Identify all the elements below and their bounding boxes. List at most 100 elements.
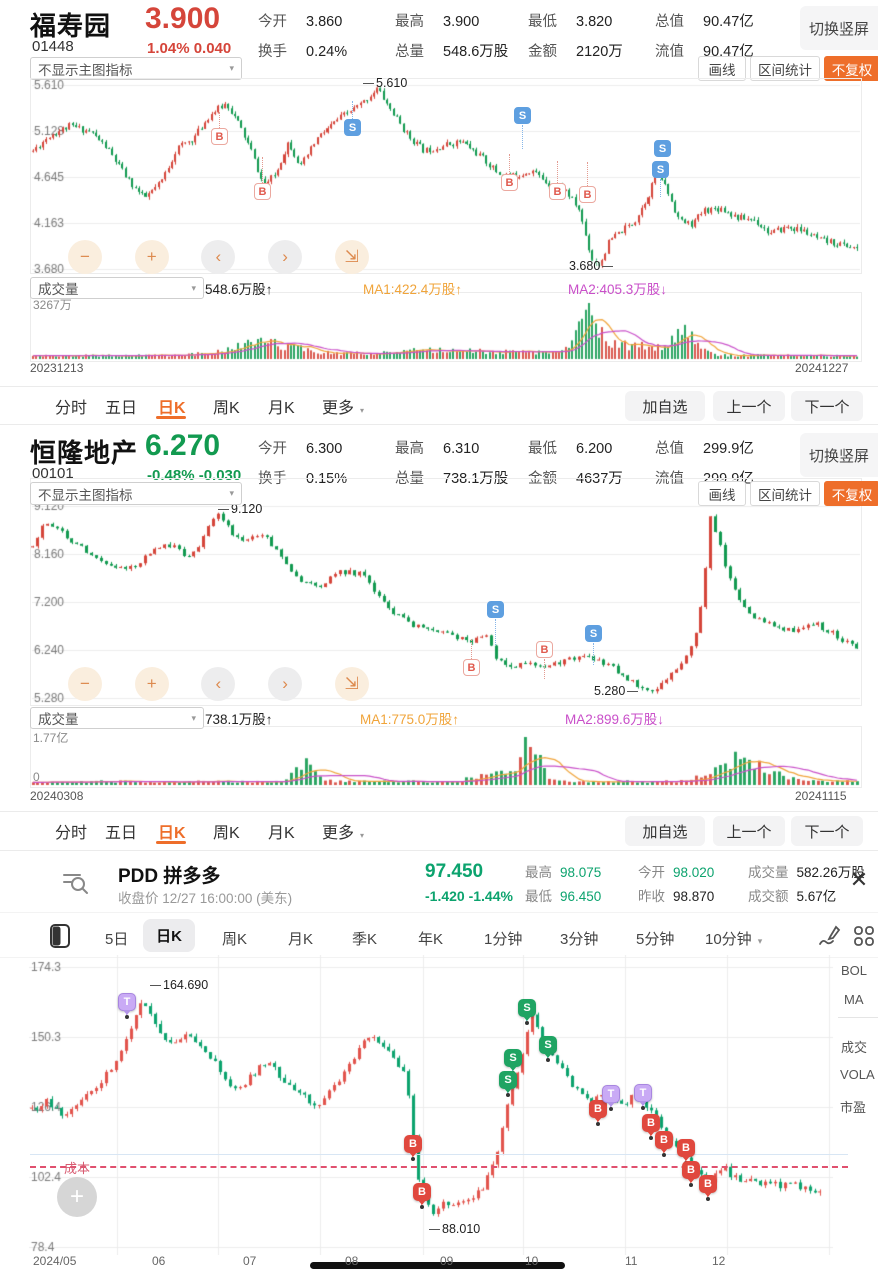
tab-3min[interactable]: 3分钟 [560, 931, 599, 948]
chevron-down-icon: ▾ [360, 831, 365, 840]
indicator-vola-label[interactable]: VOLA [840, 1067, 875, 1082]
zoom-out-button[interactable]: − [68, 240, 102, 274]
marker-anchor-dot [649, 1136, 653, 1140]
stat-open: 今开 3.860 [258, 14, 343, 30]
volume-indicator-dropdown[interactable]: 成交量 ▾ [30, 707, 204, 729]
zoom-out-button[interactable]: − [68, 667, 102, 701]
cost-label: 成本 [64, 1161, 91, 1176]
tab-monthly-k[interactable]: 月K [268, 825, 295, 842]
marker-pointer [647, 1131, 655, 1140]
buy-marker-badge: B [404, 1135, 422, 1153]
volume-indicator-dropdown[interactable]: 成交量 ▾ [30, 277, 204, 299]
chevron-down-icon: ▾ [757, 936, 763, 946]
sell-marker-badge: S [487, 601, 504, 618]
buy-marker-badge: B [699, 1175, 717, 1193]
indicator-dropdown[interactable]: 不显示主图指标 ▾ [30, 57, 242, 80]
tab-monthly-k[interactable]: 月K [288, 931, 314, 948]
indicator-pe-label[interactable]: 市盈 [840, 1100, 867, 1115]
indicator-boll-label[interactable]: BOL [841, 963, 868, 978]
indicator-ma-label[interactable]: MA [844, 992, 864, 1007]
pan-right-button[interactable]: › [268, 667, 303, 701]
prev-stock-button[interactable]: 上一个 [713, 816, 785, 846]
add-button[interactable]: + [57, 1177, 97, 1217]
next-stock-button[interactable]: 下一个 [791, 816, 863, 846]
stock2-name: 恒隆地产 [30, 438, 139, 468]
rotate-screen-button[interactable]: 切换竖屏 [800, 433, 878, 477]
close-icon[interactable]: ✕ [849, 867, 869, 892]
sell-marker-badge: S [514, 107, 531, 124]
stat-volume: 总量 548.6万股 [395, 44, 509, 60]
divider [0, 424, 878, 425]
range-stats-button[interactable]: 区间统计 [750, 56, 820, 81]
draw-pencil-icon[interactable] [816, 923, 842, 949]
buy-marker-badge: B [655, 1131, 673, 1149]
search-list-icon[interactable] [60, 866, 90, 896]
tab-5day[interactable]: 5日 [105, 931, 129, 948]
volume-chart-hld[interactable] [30, 726, 862, 788]
tab-5day[interactable]: 五日 [105, 400, 138, 417]
stat-low: 最低 96.450 [525, 889, 602, 904]
tab-5day[interactable]: 五日 [105, 825, 138, 842]
zoom-in-button[interactable]: + [134, 240, 169, 274]
tab-daily-k[interactable]: 日K [143, 919, 195, 952]
indicator-dropdown[interactable]: 不显示主图指标 ▾ [30, 482, 242, 505]
candlestick-chart-fsy[interactable] [30, 78, 862, 274]
tab-monthly-k[interactable]: 月K [268, 400, 295, 417]
divider [0, 386, 878, 387]
marker-pointer [682, 1156, 690, 1165]
volume-ma1: MA1:775.0万股↑ [360, 712, 460, 727]
indicator-volume-label[interactable]: 成交 [841, 1040, 868, 1055]
candlestick-chart-hld[interactable] [30, 478, 862, 706]
collapse-button[interactable]: ⇲ [334, 240, 369, 274]
tab-yearly-k[interactable]: 年K [418, 931, 444, 948]
marker-connector [495, 619, 496, 645]
next-stock-button[interactable]: 下一个 [791, 391, 863, 421]
pan-right-button[interactable]: › [268, 240, 303, 274]
date-end: 20241115 [795, 789, 847, 803]
marker-connector [544, 659, 545, 679]
candlestick-chart-pdd[interactable] [28, 955, 834, 1255]
x-axis-month-label: 10 [525, 1254, 539, 1268]
chevron-down-icon: ▾ [229, 488, 234, 498]
tab-quarterly-k[interactable]: 季K [352, 931, 378, 948]
sidebar-toggle-icon[interactable] [48, 923, 72, 949]
collapse-button[interactable]: ⇲ [334, 667, 369, 701]
prev-stock-button[interactable]: 上一个 [713, 391, 785, 421]
tab-10min[interactable]: 10分钟 ▾ [705, 931, 763, 948]
tab-more[interactable]: 更多 ▾ [322, 400, 365, 417]
tab-daily-k[interactable]: 日K [158, 825, 186, 842]
reference-line [30, 1154, 848, 1155]
stat-volume: 成交量 582.26万股 [748, 865, 865, 880]
date-end: 20241227 [795, 361, 849, 375]
grid-apps-icon[interactable] [852, 924, 876, 948]
tab-5min[interactable]: 5分钟 [636, 931, 675, 948]
range-stats-button[interactable]: 区间统计 [750, 481, 820, 506]
tab-more[interactable]: 更多 ▾ [322, 825, 365, 842]
pan-left-button[interactable]: ‹ [201, 240, 236, 274]
add-watchlist-button[interactable]: 加自选 [625, 391, 705, 421]
tab-realtime[interactable]: 分时 [55, 400, 88, 417]
stock2-code: 00101 [32, 465, 74, 482]
rotate-screen-button[interactable]: 切换竖屏 [800, 6, 878, 50]
marker-pointer [544, 1053, 552, 1062]
price-annotation: 5.280 [594, 684, 639, 698]
tab-active-underline [156, 841, 186, 844]
buy-marker-badge: B [211, 128, 228, 145]
tab-weekly-k[interactable]: 周K [222, 931, 248, 948]
tab-1min[interactable]: 1分钟 [484, 931, 523, 948]
volume-chart-fsy[interactable] [30, 292, 862, 362]
draw-line-button[interactable]: 画线 [698, 481, 746, 506]
horizontal-scrollbar[interactable] [310, 1262, 565, 1269]
add-watchlist-button[interactable]: 加自选 [625, 816, 705, 846]
price-annotation: 5.610 [363, 76, 407, 90]
marker-pointer [704, 1192, 712, 1201]
zoom-in-button[interactable]: + [134, 667, 169, 701]
pan-left-button[interactable]: ‹ [201, 667, 236, 701]
buy-marker-badge: B [677, 1139, 695, 1157]
marker-connector [522, 125, 523, 149]
tab-weekly-k[interactable]: 周K [213, 400, 240, 417]
tab-realtime[interactable]: 分时 [55, 825, 88, 842]
tab-daily-k[interactable]: 日K [158, 400, 186, 417]
adjust-mode-button[interactable]: 不复权 [824, 481, 878, 506]
tab-weekly-k[interactable]: 周K [213, 825, 240, 842]
